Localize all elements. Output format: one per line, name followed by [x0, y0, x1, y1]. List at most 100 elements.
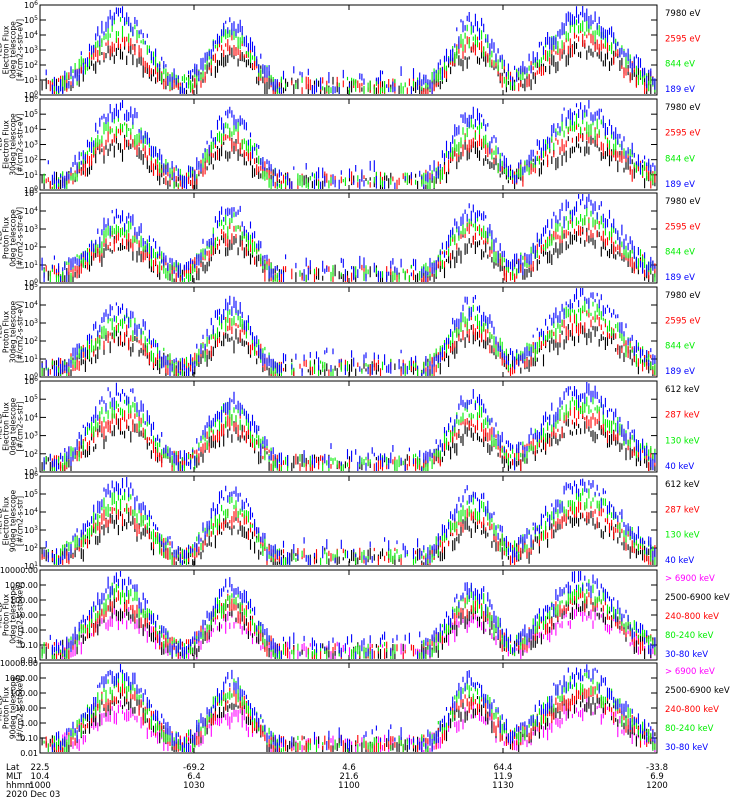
data-layer — [41, 100, 656, 189]
series-2595-ev — [45, 123, 656, 189]
y-tick-label: 105 — [24, 282, 38, 292]
y-axis-label-line: Proton Flux — [2, 593, 11, 636]
data-layer — [41, 6, 656, 94]
y-tick-label: 10000.00 — [0, 659, 38, 668]
y-tick-label: 101 — [24, 354, 38, 364]
legend-entry: 7980 eV — [665, 291, 701, 301]
x-tick-mlt: 10.4 — [31, 772, 50, 782]
y-axis-label-line: Proton Flux — [2, 686, 11, 729]
series-612-kev — [41, 510, 656, 565]
y-tick-label: 100 — [24, 90, 38, 100]
series-844-ev — [43, 206, 656, 282]
y-tick-label: 105 — [24, 109, 38, 119]
y-tick-label: 10.00 — [15, 704, 38, 713]
legend-entry: 40 keV — [665, 462, 694, 472]
y-tick-label: 106 — [24, 471, 38, 481]
x-tick-hhmm: 1030 — [183, 781, 205, 791]
y-tick-label: 104 — [24, 206, 38, 216]
y-axis-label-line: Electron Flux — [2, 496, 11, 545]
y-axis-label-line: Proton Flux — [2, 216, 11, 259]
y-tick-label: 0.10 — [20, 641, 38, 650]
legend-entry: 30-80 keV — [665, 650, 708, 660]
plot-date: 2020 Dec 03 — [6, 790, 60, 800]
series-844-ev — [43, 111, 656, 189]
y-tick-label: 106 — [24, 376, 38, 386]
y-tick-label: 102 — [24, 155, 38, 165]
legend-entry: 2595 eV — [665, 129, 701, 139]
x-tick-lat: 22.5 — [31, 763, 50, 773]
legend-entry: 40 keV — [665, 556, 694, 566]
y-axis-label-line: [#/cm2-s-str-keV] — [16, 582, 25, 648]
y-tick-label: 103 — [24, 525, 38, 535]
y-axis-label-line: TED — [0, 230, 4, 246]
y-tick-label: 104 — [24, 124, 38, 134]
y-tick-label: 10000.00 — [0, 566, 38, 575]
x-tick-mlt: 6.4 — [187, 772, 201, 782]
panel-8: 0.01 0.10 1.00 10.00 100.00 1000.00 10000.00 ME… — [0, 659, 730, 758]
y-tick-label: 103 — [24, 45, 38, 55]
legend-entry: 130 keV — [665, 436, 700, 446]
series-189-ev — [47, 100, 656, 189]
y-axis-label-line: 90deg telescope — [9, 489, 18, 552]
y-axis-label-line: [#/cm2-s-str-eV] — [16, 207, 25, 269]
y-tick-label: 1000.00 — [5, 674, 38, 683]
y-tick-label: 102 — [24, 543, 38, 553]
y-axis-label-line: MEPED — [0, 695, 4, 721]
legend-entry: 7980 eV — [665, 197, 701, 207]
y-axis-label-line: 30deg telescope — [9, 300, 18, 363]
series-189-ev — [41, 194, 656, 282]
y-tick-label: 103 — [24, 140, 38, 150]
x-tick-hhmm: 1100 — [338, 781, 360, 791]
series-130-kev — [47, 488, 656, 565]
legend-entry: 80-240 keV — [665, 724, 714, 734]
y-tick-label: 0.10 — [20, 734, 38, 743]
legend-entry: 844 eV — [665, 342, 695, 352]
legend-entry: > 6900 keV — [665, 667, 715, 677]
series-7980-ev — [41, 321, 656, 376]
legend-entry: 240-800 keV — [665, 705, 719, 715]
y-axis-label-line: 0deg telescope — [9, 209, 18, 267]
y-axis-label-line: [#/cm2-s-str] — [16, 401, 25, 451]
legend-entry: 240-800 keV — [665, 612, 719, 622]
series-287-kev — [41, 500, 656, 565]
legend-entry: 2500-6900 keV — [665, 686, 730, 696]
x-tick-mlt: 11.9 — [494, 772, 513, 782]
legend-entry: 844 eV — [665, 60, 695, 70]
y-tick-label: 104 — [24, 30, 38, 40]
y-tick-label: 103 — [24, 431, 38, 441]
y-tick-label: 103 — [24, 224, 38, 234]
y-axis-label-line: 0deg telescope — [9, 586, 18, 644]
y-axis-label-line: 0deg telescope — [9, 397, 18, 455]
data-layer — [41, 664, 656, 752]
series-7980-ev — [43, 226, 656, 282]
series-189-ev — [45, 6, 656, 94]
legend-entry: > 6900 keV — [665, 574, 715, 584]
x-tick-hhmm: 1130 — [492, 781, 514, 791]
x-tick-mlt: 21.6 — [340, 772, 359, 782]
y-tick-label: 0.01 — [20, 656, 38, 665]
legend-entry: 7980 eV — [665, 9, 701, 19]
y-axis-label-line: MEPED — [0, 602, 4, 628]
legend-entry: 189 eV — [665, 180, 695, 190]
y-tick-label: 101 — [24, 260, 38, 270]
x-tick-hhmm: 1200 — [646, 781, 668, 791]
series-80-240-kev — [43, 672, 656, 752]
legend-entry: 844 eV — [665, 248, 695, 258]
y-axis-label-line: TED — [0, 42, 4, 58]
series-2595-ev — [43, 217, 656, 282]
y-axis-label-line: [#/cm2-s-str] — [16, 496, 25, 546]
series--6900-kev — [45, 697, 656, 752]
y-tick-label: 101 — [24, 467, 38, 477]
y-tick-label: 102 — [24, 242, 38, 252]
y-tick-label: 100 — [24, 372, 38, 382]
y-axis-label-line: Electron Flux — [2, 25, 11, 74]
x-axis-row-label: Lat — [6, 763, 20, 773]
y-tick-label: 102 — [24, 336, 38, 346]
y-axis-label-line: [#/cm2-s-str-eV] — [16, 19, 25, 81]
